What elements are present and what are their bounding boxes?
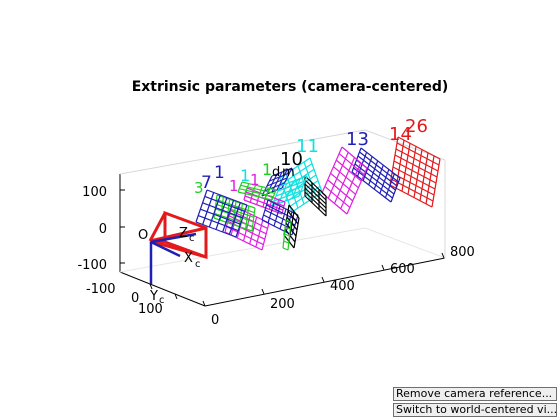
z-axis-label: Z (179, 226, 188, 241)
camera-origin-label: O (138, 228, 148, 243)
calibration-board (321, 146, 368, 215)
board-number-label: 10 (280, 149, 303, 170)
board-number-label: 1 (262, 160, 272, 179)
calibration-board (261, 199, 299, 236)
board-number-label: m (282, 165, 295, 180)
calibration-board (304, 175, 327, 217)
y-tick-label: 400 (330, 279, 355, 294)
x-axis-label: X (184, 251, 193, 266)
board-number-label: 1 (214, 163, 225, 183)
x-tick-label: -100 (86, 282, 116, 297)
calibration-board (237, 181, 277, 201)
board-number-label: 1 (240, 166, 250, 185)
board-number-label: 7 (201, 173, 212, 193)
calibration-board (389, 136, 441, 208)
y-tick-label: 800 (450, 245, 475, 260)
axes-box (119, 129, 446, 307)
z-tick-label: -100 (77, 258, 107, 273)
y-axis-label: Y (149, 289, 158, 304)
board-number-label: 14 (389, 124, 412, 145)
y-tick-label: 200 (270, 297, 295, 312)
z-tick-label: 100 (82, 185, 107, 200)
board-number-label: d (272, 165, 280, 180)
z-tick-label: 0 (99, 222, 107, 237)
calibration-board (351, 147, 401, 203)
board-number-label: 13 (346, 129, 369, 150)
tick-marks (120, 189, 445, 307)
calibration-boards (195, 136, 441, 251)
x-axis-subscript: c (195, 259, 201, 270)
switch-world-centered-button[interactable]: Switch to world-centered vi... (393, 403, 557, 417)
remove-camera-reference-button[interactable]: Remove camera reference... (393, 387, 557, 401)
calibration-board (282, 219, 292, 251)
x-tick-label: 0 (131, 291, 139, 306)
board-number-label: 26 (405, 116, 428, 137)
y-tick-label: 0 (211, 313, 219, 328)
y-axis-subscript: c (159, 295, 165, 306)
camera-axes (149, 232, 197, 284)
board-number-label: 1 (250, 171, 260, 189)
x-tick-label: 100 (138, 302, 163, 317)
board-number-label: 11 (296, 136, 319, 157)
figure-title: Extrinsic parameters (camera-centered) (132, 79, 449, 95)
calibration-board (195, 189, 248, 238)
board-number-label: 3 (194, 179, 204, 197)
camera-frustum (148, 210, 208, 260)
board-number-label: 1 (229, 177, 239, 195)
y-tick-label: 600 (390, 262, 415, 277)
z-axis-subscript: c (189, 233, 195, 244)
